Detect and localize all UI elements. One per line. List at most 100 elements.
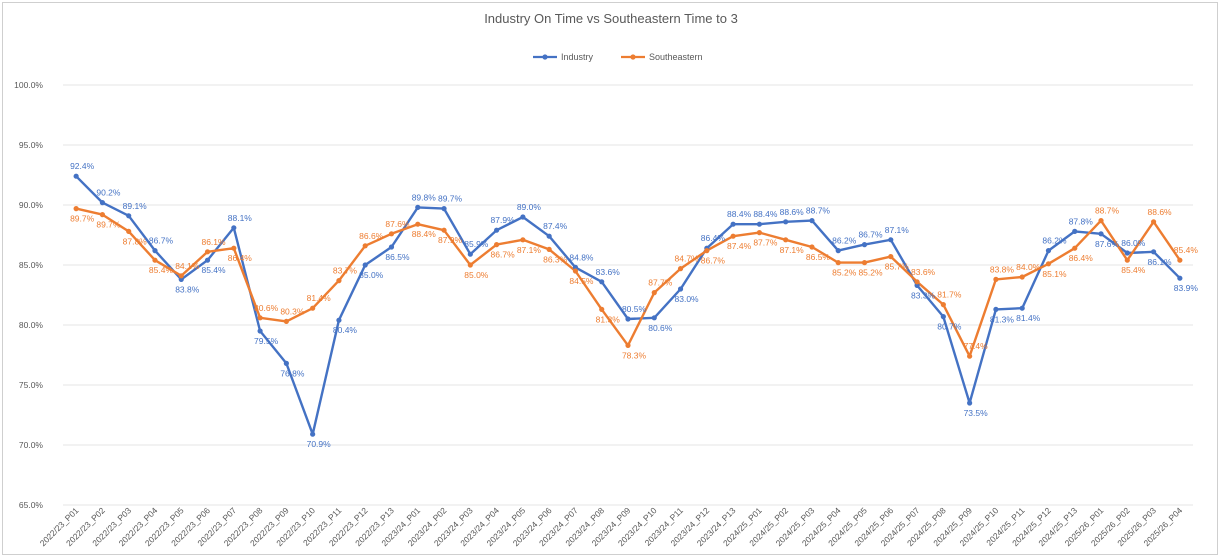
data-label-industry: 85.0% [359, 270, 384, 280]
data-point-southeastern [625, 342, 631, 348]
data-label-southeastern: 86.7% [701, 256, 726, 266]
data-label-industry: 87.8% [1069, 216, 1094, 226]
data-label-southeastern: 80.6% [254, 303, 279, 313]
data-label-southeastern: 83.7% [333, 266, 358, 276]
data-label-industry: 87.9% [491, 215, 516, 225]
data-label-southeastern: 84.5% [569, 276, 594, 286]
x-axis: 2022/23_P012022/23_P022022/23_P032022/23… [38, 505, 1185, 548]
data-point-southeastern [888, 254, 894, 260]
data-label-industry: 85.9% [464, 239, 489, 249]
data-label-industry: 84.8% [569, 252, 594, 262]
data-point-southeastern [441, 227, 447, 233]
data-point-southeastern [1045, 261, 1052, 267]
data-label-southeastern: 87.1% [780, 245, 805, 255]
legend-southeastern: Southeastern [649, 52, 703, 62]
data-point-southeastern [835, 260, 841, 266]
data-label-southeastern: 85.1% [1042, 269, 1067, 279]
data-label-industry: 87.4% [543, 221, 568, 231]
data-point-industry [809, 218, 815, 224]
data-point-industry [651, 315, 657, 321]
line-chart: Industry On Time vs Southeastern Time to… [14, 11, 1198, 548]
data-label-industry: 87.1% [885, 225, 910, 235]
data-label-industry: 89.8% [412, 192, 437, 202]
data-point-southeastern [940, 302, 946, 308]
data-label-southeastern: 83.6% [911, 267, 936, 277]
data-point-industry [310, 431, 316, 437]
data-label-southeastern: 81.3% [596, 314, 621, 324]
data-label-southeastern: 86.4% [1069, 253, 1094, 263]
data-labels: 92.4%89.7%90.2%89.7%89.1%87.8% 86.7%85.4%… [70, 161, 1198, 449]
data-point-industry [599, 279, 605, 285]
data-point-industry [73, 173, 79, 179]
data-label-industry: 86.2% [832, 236, 857, 246]
data-point-industry [1098, 231, 1104, 237]
data-label-industry: 81.3% [990, 314, 1015, 324]
y-tick-label: 90.0% [19, 200, 44, 210]
data-label-industry: 92.4% [70, 161, 95, 171]
data-label-industry: 89.7% [438, 194, 463, 204]
data-point-industry [861, 242, 868, 248]
data-point-southeastern [336, 278, 342, 284]
data-label-industry: 83.6% [596, 267, 621, 277]
data-point-southeastern [572, 268, 579, 274]
data-point-southeastern [362, 243, 368, 249]
data-label-industry: 73.5% [964, 408, 989, 418]
data-label-industry: 76.8% [280, 368, 305, 378]
data-point-southeastern [178, 273, 184, 279]
data-point-southeastern [1098, 218, 1104, 224]
data-point-southeastern [677, 266, 684, 272]
series-line-southeastern [75, 207, 1181, 358]
data-label-southeastern: 86.6% [359, 231, 384, 241]
data-label-industry: 88.4% [753, 209, 778, 219]
data-label-southeastern: 87.6% [385, 219, 410, 229]
gridlines [63, 84, 1193, 506]
data-label-industry: 86.7% [149, 236, 174, 246]
data-point-southeastern [1019, 274, 1025, 280]
data-point-industry [178, 276, 184, 282]
data-point-industry [546, 233, 552, 239]
data-label-industry: 86.7% [858, 230, 883, 240]
data-point-southeastern [73, 206, 79, 212]
data-label-industry: 90.2% [96, 188, 121, 198]
data-label-industry: 80.6% [648, 323, 673, 333]
data-point-southeastern [967, 353, 973, 359]
data-point-industry [940, 314, 946, 320]
data-label-industry: 70.9% [307, 439, 332, 449]
data-label-industry: 86.1% [1148, 257, 1173, 267]
data-label-southeastern: 78.3% [622, 350, 647, 360]
data-point-industry [993, 306, 999, 312]
data-point-industry [625, 316, 631, 322]
data-label-southeastern: 86.5% [806, 252, 831, 262]
data-label-industry: 83.3% [911, 290, 936, 300]
data-point-industry [336, 317, 342, 323]
data-point-southeastern [599, 306, 605, 312]
data-point-industry [572, 264, 579, 270]
data-point-southeastern [204, 249, 211, 255]
data-label-industry: 86.2% [1042, 236, 1067, 246]
legend-industry: Industry [561, 52, 594, 62]
data-label-industry: 83.8% [175, 284, 200, 294]
data-point-southeastern [257, 315, 263, 321]
data-label-southeastern: 86.3% [543, 254, 568, 264]
series-lines [73, 173, 1183, 437]
data-point-southeastern [861, 260, 868, 266]
data-point-southeastern [1177, 257, 1183, 263]
y-tick-label: 65.0% [19, 500, 44, 510]
y-tick-label: 85.0% [19, 260, 44, 270]
data-label-southeastern: 87.4% [727, 241, 752, 251]
data-label-southeastern: 87.7% [648, 278, 673, 288]
data-label-southeastern: 85.2% [832, 268, 857, 278]
data-label-industry: 80.7% [937, 322, 962, 332]
data-label-industry: 88.1% [228, 213, 253, 223]
data-label-southeastern: 87.1% [517, 245, 542, 255]
data-point-southeastern [730, 233, 736, 239]
data-label-southeastern: 89.7% [96, 220, 121, 230]
data-point-industry [152, 248, 158, 254]
data-point-southeastern [494, 242, 500, 248]
data-point-southeastern [1124, 257, 1130, 263]
data-label-industry: 79.5% [254, 336, 279, 346]
data-label-industry: 88.4% [727, 209, 752, 219]
data-point-industry [967, 400, 973, 406]
data-point-industry [756, 221, 762, 227]
data-point-southeastern [546, 246, 552, 252]
